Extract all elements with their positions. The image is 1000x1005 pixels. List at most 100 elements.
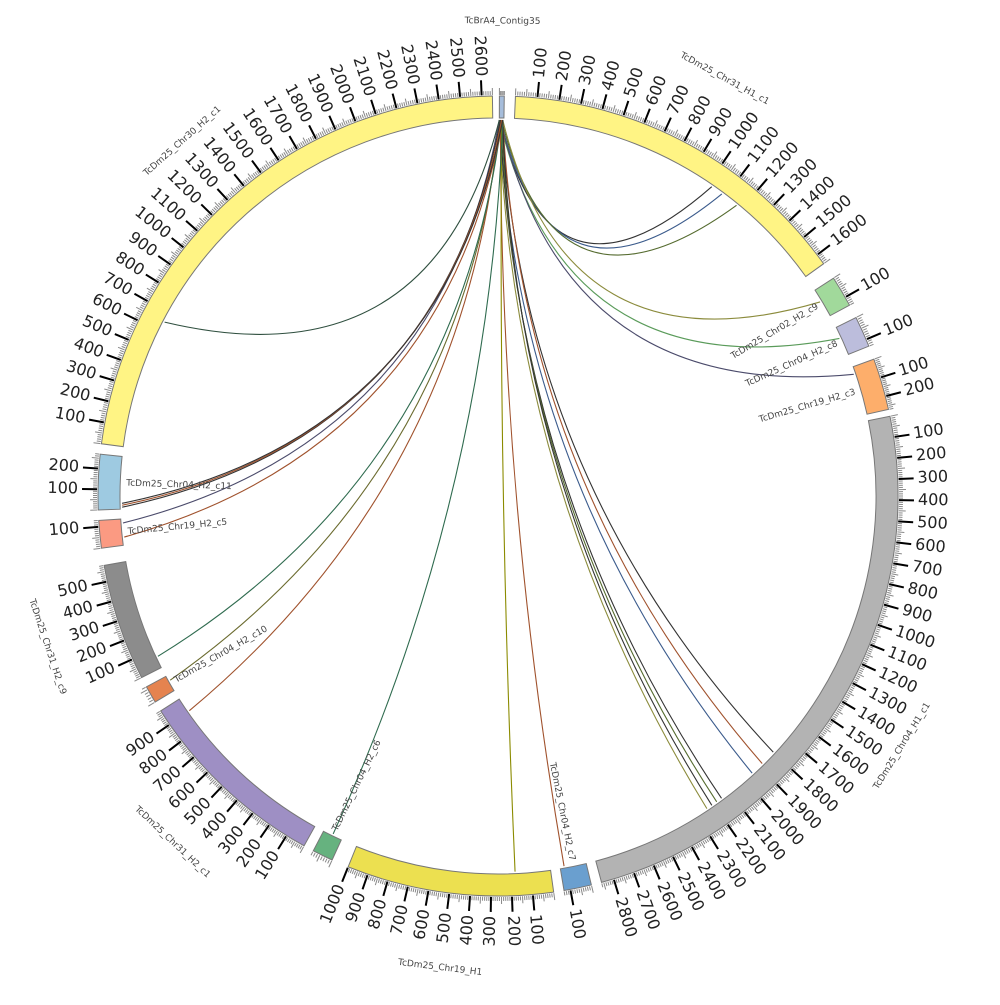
minor-tick [97,437,101,438]
minor-tick [677,855,679,859]
segment-label: TcDm25_Chr04_H2_c7 [547,761,577,862]
minor-tick [564,892,565,896]
minor-tick [882,380,886,381]
minor-tick [619,110,620,114]
minor-tick [707,151,709,154]
minor-tick [442,95,443,99]
minor-tick [323,858,325,862]
minor-tick [876,629,880,630]
minor-tick [157,277,160,279]
segment-band[interactable] [161,699,315,846]
minor-tick [151,288,154,290]
minor-tick [808,750,811,753]
minor-tick [751,182,754,185]
minor-tick [289,149,291,152]
minor-tick [877,627,881,628]
minor-tick [761,190,764,193]
major-tick [537,82,538,97]
minor-tick [100,568,104,569]
minor-tick [320,856,322,860]
minor-tick [299,143,301,146]
minor-tick [821,255,824,257]
minor-tick [401,885,402,889]
minor-tick [579,99,580,103]
minor-tick [284,152,286,155]
minor-tick [872,641,876,642]
minor-tick [740,816,742,819]
major-tick [252,161,261,173]
minor-tick [200,768,203,771]
minor-tick [626,112,627,116]
minor-tick [888,401,892,402]
minor-tick [869,649,873,651]
minor-tick [697,844,699,847]
minor-tick [156,711,159,713]
minor-tick [220,201,223,204]
minor-tick [632,114,633,118]
minor-tick [673,131,675,135]
segment-band[interactable] [348,846,554,896]
segment-band[interactable] [560,864,591,891]
segment-band[interactable] [499,96,504,118]
tick-label: 2400 [421,39,446,82]
minor-tick [698,145,700,148]
tick-label: 300 [575,53,600,87]
minor-tick [141,305,145,307]
minor-tick [238,186,241,189]
minor-tick [864,331,868,333]
minor-tick [296,844,298,847]
minor-tick [814,247,817,249]
minor-tick [892,419,896,420]
minor-tick [893,424,897,425]
minor-tick [887,594,894,596]
minor-tick [811,747,814,750]
minor-tick [566,891,567,895]
minor-tick [797,763,800,766]
minor-tick [880,374,884,375]
minor-tick [105,398,109,399]
segment-band[interactable] [98,454,122,510]
minor-tick [152,286,155,288]
minor-tick [100,419,104,420]
segment-band[interactable] [836,318,869,355]
minor-tick [869,342,873,344]
segment-band[interactable] [853,359,888,414]
segment-band[interactable] [99,519,123,548]
minor-tick [688,140,690,144]
minor-tick [642,870,643,874]
minor-tick [890,580,894,581]
major-tick [897,456,912,457]
minor-tick [892,422,896,423]
minor-tick [103,584,107,585]
segment-TcDm25_Chr19_H1: 1002003004005006007008009001000TcDm25_Ch… [316,846,555,978]
minor-tick [215,782,218,785]
major-tick [757,179,767,190]
minor-tick [92,458,99,459]
minor-tick [111,613,115,614]
minor-tick [190,233,193,236]
minor-tick [164,268,167,270]
minor-tick [409,887,410,891]
minor-tick [110,381,114,382]
minor-tick [252,175,254,178]
minor-tick [106,596,110,597]
major-tick [624,101,629,115]
minor-tick [118,357,122,358]
minor-tick [871,643,875,644]
segment-band[interactable] [104,562,161,678]
major-tick [878,625,892,630]
minor-tick [99,566,103,567]
segment-band[interactable] [596,416,898,882]
minor-tick [129,661,133,663]
minor-tick [891,417,895,418]
minor-tick [662,862,664,866]
minor-tick [423,98,424,102]
segment-band[interactable] [313,831,341,860]
minor-tick [573,890,574,894]
minor-tick [253,816,255,819]
minor-tick [723,828,725,831]
minor-tick [395,884,396,888]
minor-tick [886,599,890,600]
minor-tick [604,883,606,890]
major-tick [512,897,513,912]
